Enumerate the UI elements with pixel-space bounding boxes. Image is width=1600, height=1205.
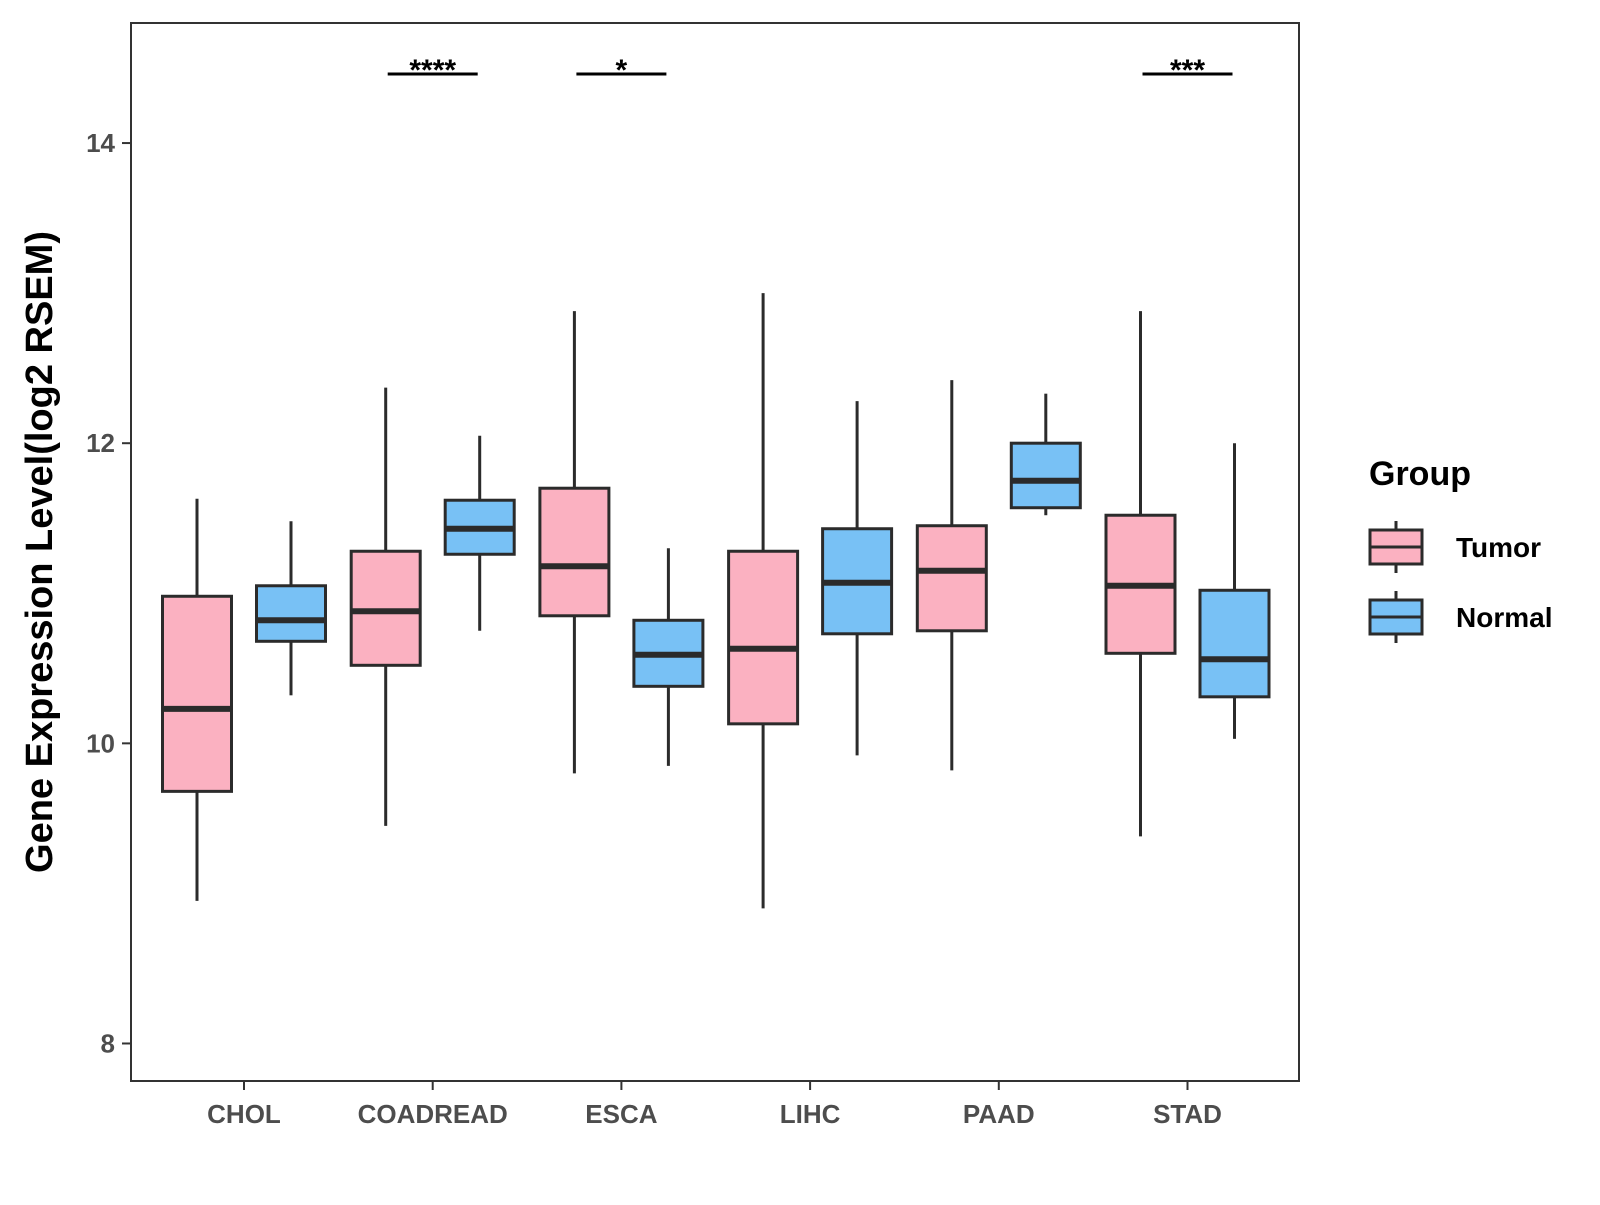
- box-tumor-paad: [915, 380, 988, 771]
- box-tumor-coadread: [349, 387, 422, 826]
- x-tick-label-coadread: COADREAD: [358, 1099, 508, 1129]
- box-tumor-stad: [1104, 311, 1177, 837]
- legend-label: Tumor: [1456, 532, 1541, 563]
- box-normal-stad: [1198, 443, 1271, 739]
- y-tick-label-12: 12: [86, 428, 115, 458]
- x-tick-label-lihc: LIHC: [780, 1099, 841, 1129]
- x-tick-label-chol: CHOL: [207, 1099, 281, 1129]
- significance-label: ***: [1170, 54, 1205, 87]
- legend-label: Normal: [1456, 602, 1552, 633]
- box-tumor-lihc: [727, 293, 800, 909]
- box-normal-chol: [255, 521, 327, 696]
- y-tick-label-8: 8: [101, 1028, 115, 1058]
- x-tick-label-stad: STAD: [1153, 1099, 1222, 1129]
- y-axis: 8 10 12 14: [86, 128, 131, 1058]
- box-iqr: [915, 524, 988, 633]
- y-tick-label-14: 14: [86, 128, 115, 158]
- box-tumor-esca: [538, 311, 611, 774]
- y-axis-title: Gene Expression Level(log2 RSEM): [19, 231, 61, 873]
- significance-coadread: ****: [387, 54, 478, 87]
- box-iqr: [161, 594, 233, 793]
- x-axis: CHOL COADREAD ESCA LIHC PAAD STAD: [207, 1081, 1222, 1129]
- significance-label: ****: [409, 54, 456, 87]
- y-tick-label-10: 10: [86, 728, 115, 758]
- box-iqr: [1198, 588, 1271, 699]
- significance-label: *: [616, 54, 628, 87]
- box-normal-esca: [632, 548, 705, 766]
- box-normal-lihc: [821, 401, 894, 756]
- legend: Group Tumor Normal: [1368, 455, 1552, 643]
- legend-item-normal: Normal: [1368, 591, 1552, 643]
- box-iqr: [1009, 441, 1082, 510]
- box-normal-paad: [1009, 393, 1082, 516]
- box-iqr: [727, 549, 800, 726]
- legend-item-tumor: Tumor: [1368, 521, 1541, 573]
- x-tick-label-paad: PAAD: [963, 1099, 1035, 1129]
- significance-stad: ***: [1142, 54, 1233, 87]
- box-iqr: [538, 486, 611, 618]
- box-iqr: [255, 584, 327, 643]
- box-iqr: [349, 549, 422, 667]
- plot-area: **** * ***: [161, 54, 1271, 909]
- box-tumor-chol: [161, 498, 233, 901]
- significance-esca: *: [576, 54, 667, 87]
- legend-title: Group: [1369, 455, 1471, 493]
- plot-border: [130, 22, 1300, 1082]
- x-tick-label-esca: ESCA: [585, 1099, 657, 1129]
- box-normal-coadread: [443, 435, 516, 631]
